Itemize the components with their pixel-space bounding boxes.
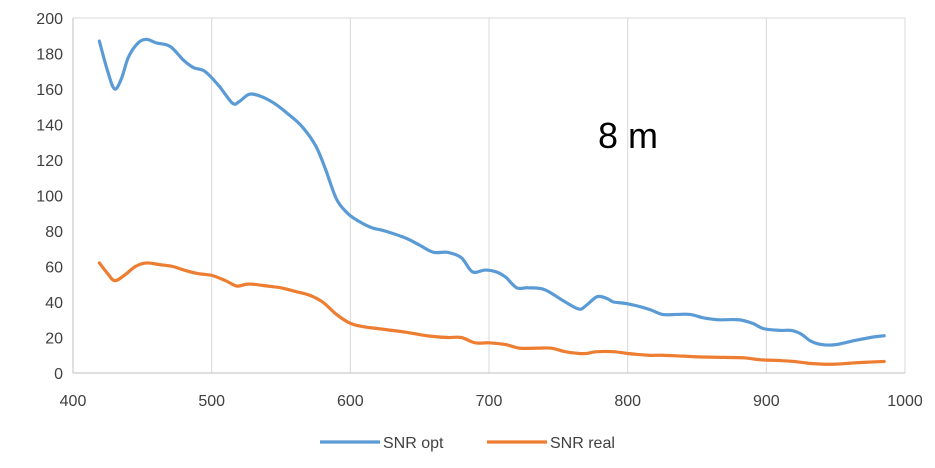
y-tick-label: 20 bbox=[45, 331, 63, 348]
y-tick-label: 60 bbox=[45, 260, 63, 277]
grid-lines bbox=[73, 17, 906, 373]
y-tick-label: 140 bbox=[36, 118, 63, 135]
x-tick-label: 900 bbox=[753, 393, 780, 410]
series-line-snr-real bbox=[97, 261, 886, 366]
legend-label-snr-opt: SNR opt bbox=[383, 435, 444, 452]
series-line-snr-opt bbox=[97, 37, 886, 347]
distance-annotation: 8 m bbox=[598, 115, 658, 156]
y-tick-label: 200 bbox=[36, 11, 63, 28]
y-tick-label: 160 bbox=[36, 82, 63, 99]
x-tick-label: 500 bbox=[198, 393, 225, 410]
y-tick-label: 0 bbox=[54, 366, 63, 383]
y-tick-label: 80 bbox=[45, 224, 63, 241]
y-tick-label: 120 bbox=[36, 153, 63, 170]
legend-label-snr-real: SNR real bbox=[550, 435, 615, 452]
x-tick-label: 700 bbox=[476, 393, 503, 410]
y-tick-label: 40 bbox=[45, 295, 63, 312]
x-tick-label: 600 bbox=[337, 393, 364, 410]
x-tick-label: 800 bbox=[614, 393, 641, 410]
y-tick-label: 180 bbox=[36, 47, 63, 64]
series-lines bbox=[97, 37, 886, 366]
x-tick-label: 400 bbox=[60, 393, 87, 410]
x-tick-label: 1000 bbox=[887, 393, 923, 410]
y-tick-label: 100 bbox=[36, 189, 63, 206]
legend: SNR opt SNR real bbox=[320, 435, 615, 452]
axes: 0 20 40 60 80 100 120 140 160 180 200 400 500 600 700 8… bbox=[36, 11, 923, 410]
